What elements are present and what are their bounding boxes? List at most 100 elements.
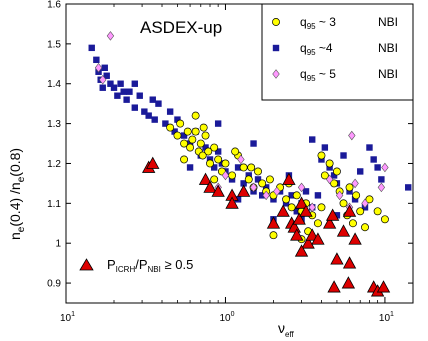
circle-point (183, 127, 192, 136)
circle-point (244, 175, 253, 184)
square-point (131, 104, 138, 111)
diamond-point (94, 62, 103, 73)
circle-point (191, 111, 200, 120)
chart-title: ASDEX-up (140, 18, 222, 37)
square-point (378, 176, 385, 183)
square-point (117, 80, 124, 87)
circle-point (196, 139, 205, 148)
circle-point (330, 179, 339, 188)
annotation-p1: P (107, 257, 116, 272)
circle-point (186, 143, 195, 152)
circle-point (348, 219, 357, 228)
square-point (282, 200, 290, 207)
y-axis-label-sub1: e (16, 226, 27, 232)
diamond-point (351, 178, 359, 189)
square-point (151, 116, 158, 123)
circle-point (325, 159, 334, 168)
square-point (351, 196, 359, 203)
square-point (330, 172, 338, 179)
triangle-point (348, 232, 362, 245)
square-point (309, 136, 316, 143)
legend-box (261, 3, 414, 101)
square-point (234, 164, 242, 171)
circle-point (228, 171, 237, 180)
circle-point (258, 179, 267, 188)
diamond-point (249, 182, 258, 193)
square-point (145, 112, 152, 119)
diamond-point (348, 130, 356, 141)
square-point (228, 176, 236, 183)
square-point (374, 164, 381, 171)
triangle-point (203, 180, 217, 193)
square-point (166, 108, 174, 115)
diamond-legend-marker (272, 69, 280, 79)
square-point (206, 156, 214, 163)
legend-mode: NBI (378, 67, 398, 81)
square-point (262, 184, 270, 191)
triangle-point (322, 216, 337, 229)
triangle-point (276, 204, 290, 217)
square-point (99, 84, 106, 91)
square-point (240, 180, 247, 187)
square-point (186, 164, 194, 171)
triangle-point (290, 228, 304, 241)
circle-point (210, 143, 219, 152)
data-points (88, 31, 412, 297)
triangle-point (327, 280, 341, 293)
diamond-point (99, 74, 107, 85)
annotation-rest: ≥ 0.5 (161, 257, 193, 272)
triangle-point (299, 204, 313, 217)
y-axis-label-end: (0.8) (7, 148, 23, 177)
triangle-point (282, 172, 296, 185)
legend-mode: NBI (378, 15, 398, 29)
diamond-point (325, 174, 334, 185)
x-tick-label: 100 (219, 311, 234, 324)
circle-point (176, 119, 185, 128)
triangle-point (342, 204, 357, 217)
square-point (126, 88, 133, 95)
annotation-mid: /P (135, 257, 147, 272)
triangle-point (325, 208, 340, 221)
circle-point (361, 223, 369, 232)
y-tick-label: 1.2 (47, 159, 61, 170)
circle-point (201, 131, 210, 140)
legend-label: q95 ~ 5 (300, 67, 336, 83)
square-point (302, 188, 310, 195)
square-point (318, 156, 325, 163)
circle-point (247, 163, 256, 172)
y-tick-label: 1.1 (47, 199, 61, 210)
diamond-point (106, 31, 115, 41)
circle-point (173, 131, 182, 140)
square-point (93, 56, 100, 64)
circle-point (317, 203, 326, 212)
circle-point (206, 159, 214, 168)
x-axis-label: νeff (278, 320, 295, 339)
circle-point (214, 155, 223, 164)
square-point (254, 176, 262, 183)
circle-point (332, 167, 341, 176)
square-point (250, 140, 257, 147)
square-point (180, 132, 188, 139)
square-legend-marker (272, 44, 280, 52)
square-point (214, 120, 222, 127)
y-tick-label: 1.5 (47, 39, 61, 50)
diamond-point (377, 182, 386, 193)
square-point (103, 72, 110, 79)
triangle-point (376, 280, 391, 293)
diamond-point (308, 202, 316, 213)
axis-ticks: 0.9 1 1.1 1.2 1.3 1.4 1.5 1.6 101 100 101 (47, 0, 413, 324)
y-tick-label: 1.3 (47, 119, 61, 130)
circle-point (313, 219, 322, 228)
diamond-point (381, 162, 389, 173)
diamond-point (237, 154, 245, 165)
circle-point (345, 183, 354, 192)
circle-legend-marker (272, 18, 280, 26)
circle-point (239, 163, 248, 172)
circle-point (380, 215, 389, 224)
circle-point (188, 135, 197, 144)
circle-point (282, 195, 291, 204)
circle-point (191, 127, 200, 136)
triangle-point (341, 276, 356, 289)
square-point (88, 44, 95, 52)
y-tick-label: 0.9 (47, 279, 61, 290)
